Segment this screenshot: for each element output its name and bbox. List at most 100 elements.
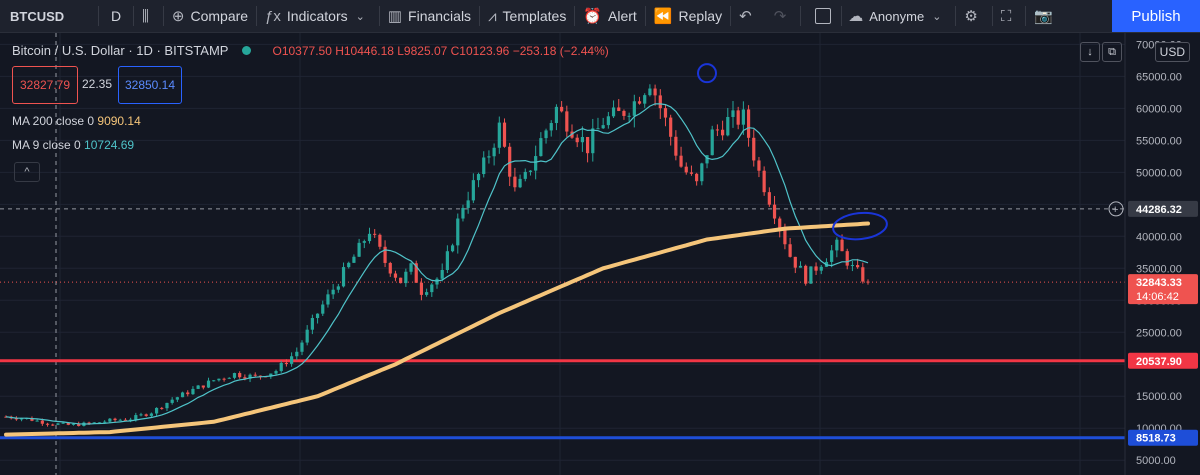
alert-label: Alert: [608, 8, 637, 24]
fullscreen-button[interactable]: ⛶: [993, 0, 1026, 32]
chart-legend: Bitcoin / U.S. Dollar · 1D · BITSTAMP O1…: [12, 43, 609, 58]
currency-selector[interactable]: USD: [1154, 42, 1190, 62]
ma200-legend[interactable]: MA 200 close 0 9090.14: [12, 114, 141, 128]
candle-body: [752, 137, 756, 161]
candle-body: [310, 318, 314, 330]
candle-body: [419, 282, 424, 295]
alert-button[interactable]: ⏰ Alert: [575, 0, 644, 32]
chart-type-button[interactable]: ⫼: [134, 0, 163, 32]
layout-toggle[interactable]: [801, 0, 841, 32]
interval-button[interactable]: D: [110, 8, 122, 24]
candle-body: [648, 88, 652, 96]
separator: [1025, 6, 1027, 26]
ma200-label: MA 200 close 0: [12, 114, 95, 128]
snapshot-button[interactable]: 📷: [1026, 0, 1067, 32]
candle-body: [51, 424, 55, 426]
candle-body: [165, 402, 169, 409]
candle-body: [731, 110, 735, 117]
undo-icon: ↶: [739, 8, 752, 25]
scale-down-button[interactable]: ↓: [1080, 42, 1100, 62]
collapse-legend-button[interactable]: ^: [14, 162, 40, 182]
candle-body: [341, 267, 346, 287]
last-price-countdown: 14:06:42: [1136, 291, 1179, 303]
templates-button[interactable]: ⩘ Templates: [480, 0, 574, 32]
candle-body: [637, 101, 642, 104]
publish-button[interactable]: Publish: [1112, 0, 1200, 32]
indicators-button[interactable]: ƒx Indicators ⌄: [257, 0, 379, 32]
fullscreen-icon: ⛶: [1000, 7, 1012, 25]
candle-body: [430, 284, 434, 293]
plus-icon: +: [1112, 204, 1118, 216]
price-chart[interactable]: 70000.0065000.0060000.0055000.0050000.00…: [0, 33, 1200, 475]
price-tick-label: 65000.00: [1136, 71, 1182, 83]
candle-body: [611, 107, 616, 117]
candle-body: [97, 422, 102, 424]
replay-button[interactable]: ⏪ Replay: [646, 0, 730, 32]
candle-body: [861, 267, 865, 282]
ma9-legend[interactable]: MA 9 close 0 10724.69: [12, 138, 134, 152]
candle-body: [113, 418, 117, 421]
candle-body: [139, 414, 143, 416]
candle-body: [596, 128, 600, 130]
candle-body: [206, 380, 211, 388]
candle-body: [440, 269, 444, 279]
candle-body: [253, 374, 257, 376]
candle-body: [243, 377, 247, 379]
candle-body: [653, 88, 657, 96]
gear-icon: ⚙: [964, 8, 978, 25]
candle-body: [274, 371, 278, 374]
separator: [800, 6, 802, 26]
candle-body: [414, 263, 418, 283]
layout-menu[interactable]: ☁ Anonyme ⌄: [842, 0, 955, 32]
cloud-icon: ☁: [848, 8, 864, 25]
undo-button[interactable]: ↶: [731, 0, 766, 32]
chevron-down-icon: ⌄: [355, 10, 365, 23]
ma9-label: MA 9 close 0: [12, 138, 81, 152]
redo-button[interactable]: ↷: [766, 0, 801, 32]
red-level-label: 20537.90: [1136, 356, 1182, 368]
settings-button[interactable]: ⚙: [956, 0, 991, 32]
price-axis: [1125, 33, 1200, 475]
candle-body: [248, 374, 252, 379]
candle-body: [290, 356, 294, 364]
candle-body: [539, 138, 543, 157]
candle-body: [497, 122, 501, 148]
separator: [991, 6, 993, 26]
restore-button[interactable]: ⧉: [1102, 42, 1122, 62]
candle-body: [471, 180, 475, 201]
square-icon: [815, 8, 832, 24]
candle-body: [388, 262, 392, 274]
candle-body: [705, 155, 709, 164]
alarm-clock-icon: ⏰: [583, 8, 603, 25]
compare-button[interactable]: ⊕ Compare: [164, 0, 256, 32]
candle-body: [715, 129, 720, 131]
candle-body: [762, 170, 766, 193]
candle-body: [726, 116, 730, 136]
buy-button[interactable]: 32850.14: [118, 66, 182, 104]
candle-body: [669, 117, 673, 137]
separator: [955, 6, 957, 26]
candle-body: [409, 263, 413, 272]
sell-button[interactable]: 32827.79: [12, 66, 78, 104]
symbol-search[interactable]: BTCUSD: [10, 8, 65, 24]
candle-body: [674, 136, 678, 156]
candle-body: [144, 414, 148, 416]
candle-body: [19, 418, 24, 420]
restore-icon: ⧉: [1108, 45, 1116, 58]
candle-body: [191, 388, 195, 395]
candle-body: [30, 417, 34, 421]
candle-body: [201, 385, 205, 388]
candle-body: [663, 108, 668, 118]
ma200-line: [4, 221, 870, 437]
redo-icon: ↷: [773, 8, 787, 25]
candle-body: [77, 423, 81, 426]
price-tick-label: 5000.00: [1136, 455, 1176, 467]
annotation-circle-ma: [832, 211, 888, 241]
candle-body: [643, 95, 647, 104]
ma200-value: 9090.14: [97, 114, 141, 128]
financials-button[interactable]: ▥ Financials: [380, 0, 479, 32]
plus-circle-icon: ⊕: [171, 8, 185, 25]
add-alert-icon: [1108, 201, 1124, 217]
candle-body: [279, 362, 283, 372]
candle-body: [217, 378, 221, 381]
